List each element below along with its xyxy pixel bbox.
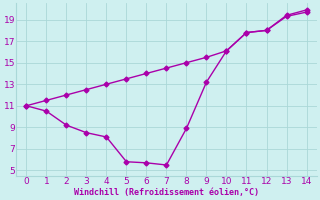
X-axis label: Windchill (Refroidissement éolien,°C): Windchill (Refroidissement éolien,°C) xyxy=(74,188,259,197)
